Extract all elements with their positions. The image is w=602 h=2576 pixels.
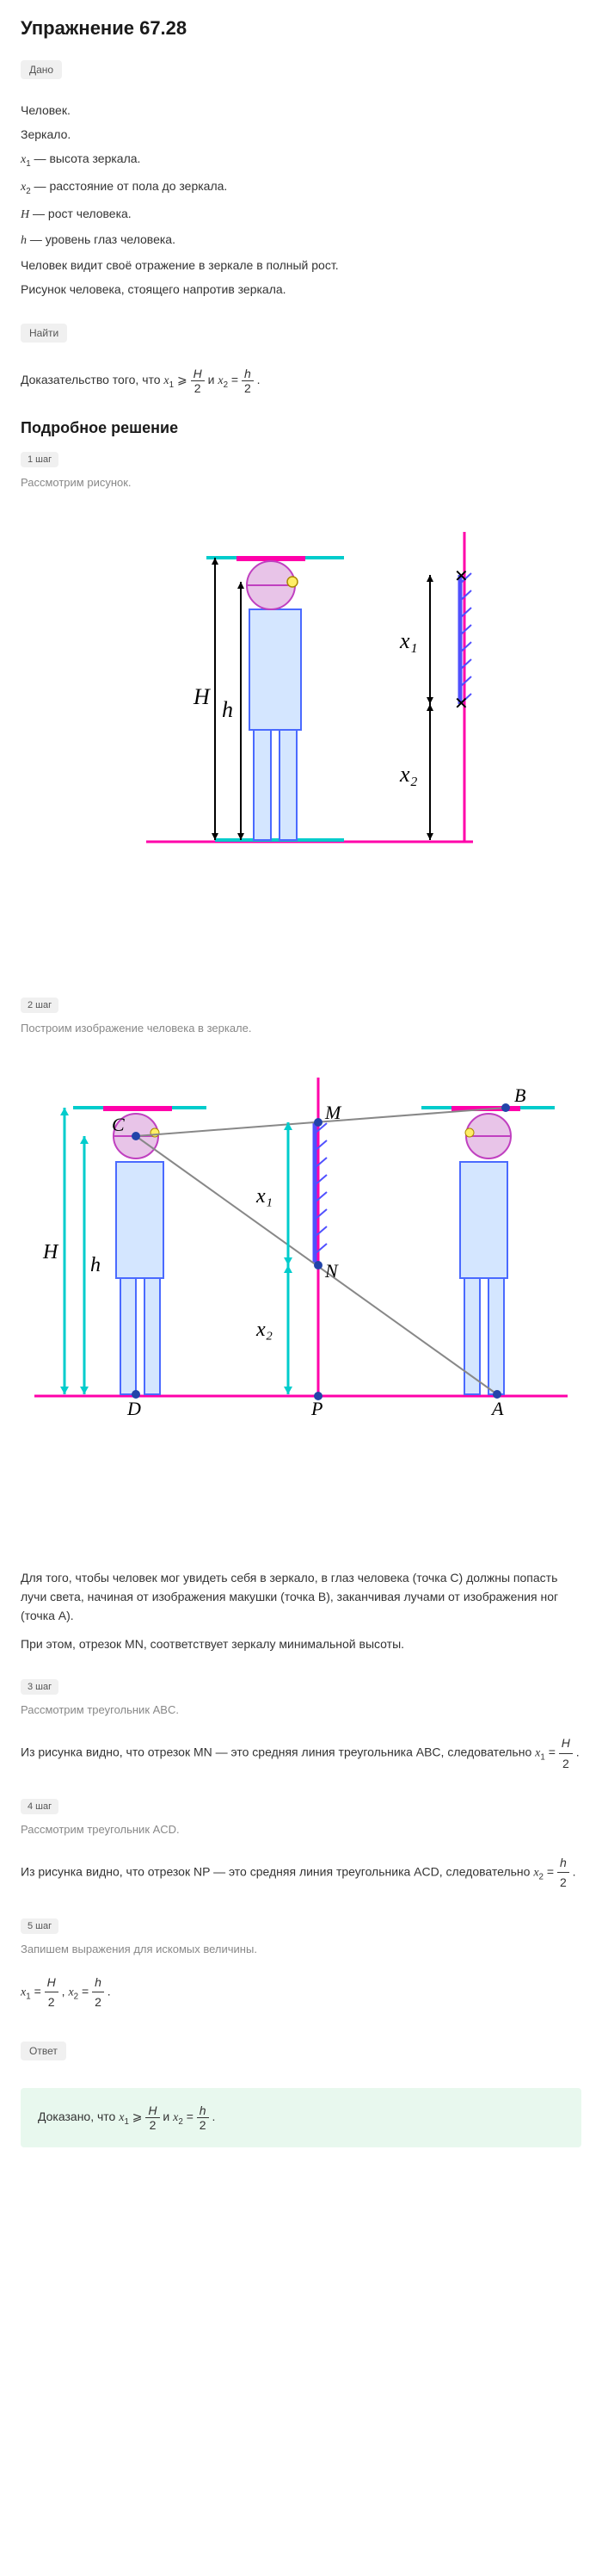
given-line: x1 — высота зеркала. xyxy=(21,151,581,169)
given-line: Рисунок человека, стоящего напротив зерк… xyxy=(21,282,581,296)
find-badge: Найти xyxy=(21,324,67,343)
given-line: Зеркало. xyxy=(21,127,581,141)
step-badge: 5 шаг xyxy=(21,1918,58,1934)
answer-box: Доказано, что x1 ⩾ H2 и x2 = h2 . xyxy=(21,2088,581,2147)
svg-text:h: h xyxy=(222,697,233,722)
svg-text:N: N xyxy=(324,1260,339,1282)
given-line: x2 — расстояние от пола до зеркала. xyxy=(21,179,581,196)
step-desc: Из рисунка видно, что отрезок MN — это с… xyxy=(21,1733,581,1773)
svg-text:✕: ✕ xyxy=(454,567,469,586)
svg-text:x₁: x₁ xyxy=(255,1185,273,1208)
given-line: h — уровень глаз человека. xyxy=(21,232,581,248)
step-text: Рассмотрим треугольник ABC. xyxy=(21,1703,581,1716)
step-badge: 3 шаг xyxy=(21,1679,58,1695)
svg-text:A: A xyxy=(490,1398,504,1419)
page-title: Упражнение 67.28 xyxy=(21,17,581,40)
step-badge: 1 шаг xyxy=(21,452,58,467)
svg-text:x₂: x₂ xyxy=(399,762,418,787)
given-line: Человек. xyxy=(21,103,581,117)
step-text: Рассмотрим рисунок. xyxy=(21,476,581,489)
step-text: Запишем выражения для искомых величины. xyxy=(21,1943,581,1955)
svg-text:x₂: x₂ xyxy=(255,1319,273,1341)
svg-text:M: M xyxy=(324,1102,342,1123)
svg-text:D: D xyxy=(126,1398,141,1419)
svg-text:x₁: x₁ xyxy=(399,628,418,653)
figure-2: H h x₁ x₂ B C M N P D A xyxy=(21,1060,581,1439)
step-desc: Из рисунка видно, что отрезок NP — это с… xyxy=(21,1853,581,1893)
svg-text:H: H xyxy=(193,684,211,709)
given-line: H — рост человека. xyxy=(21,207,581,222)
svg-text:h: h xyxy=(90,1254,101,1276)
svg-text:H: H xyxy=(42,1241,59,1263)
answer-badge: Ответ xyxy=(21,2042,66,2060)
svg-text:P: P xyxy=(310,1398,322,1419)
step-badge: 2 шаг xyxy=(21,998,58,1013)
given-line: Человек видит своё отражение в зеркале в… xyxy=(21,258,581,272)
svg-text:C: C xyxy=(112,1114,125,1135)
solution-title: Подробное решение xyxy=(21,419,581,437)
step-text: Построим изображение человека в зеркале. xyxy=(21,1022,581,1035)
svg-text:B: B xyxy=(514,1084,525,1106)
given-badge: Дано xyxy=(21,60,62,79)
figure-1: H h ✕ ✕ x₁ xyxy=(21,515,581,876)
find-text: Доказательство того, что x1 ⩾ H2 и x2 = … xyxy=(21,367,581,395)
step-badge: 4 шаг xyxy=(21,1799,58,1814)
svg-text:✕: ✕ xyxy=(454,695,469,713)
step-desc: Для того, чтобы человек мог увидеть себя… xyxy=(21,1568,581,1626)
step-desc: При этом, отрезок MN, соответствует зерк… xyxy=(21,1634,581,1653)
step-text: Рассмотрим треугольник ACD. xyxy=(21,1823,581,1836)
step-desc: x1 = H2 , x2 = h2 . xyxy=(21,1973,581,2012)
